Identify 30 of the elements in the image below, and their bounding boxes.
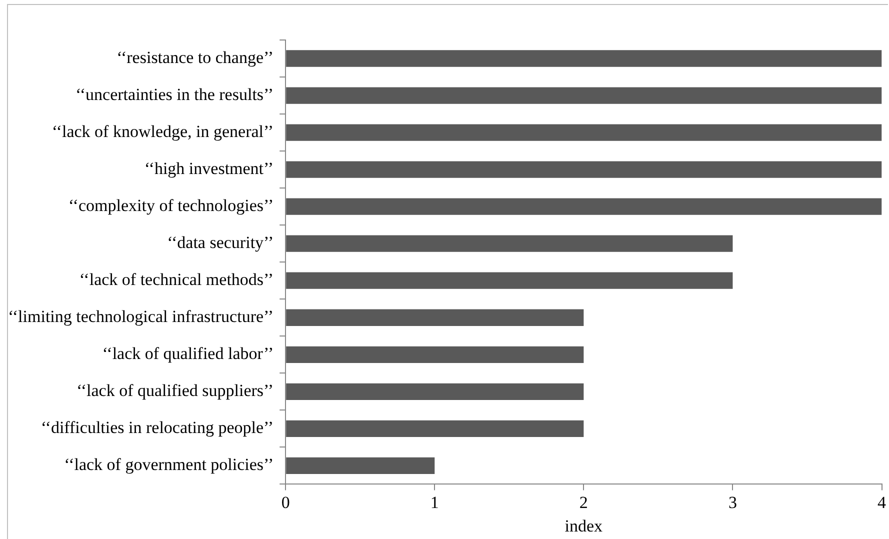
y-tick-label: ‘‘data security’’ bbox=[167, 233, 274, 252]
y-tick-label: ‘‘lack of technical methods’’ bbox=[79, 270, 274, 290]
bar bbox=[286, 272, 733, 289]
bar bbox=[286, 235, 733, 252]
bar bbox=[286, 457, 435, 474]
y-tick-label: ‘‘uncertainties in the results’’ bbox=[75, 84, 274, 104]
bar bbox=[286, 309, 584, 326]
bar bbox=[286, 383, 584, 400]
y-tick-label: ‘‘complexity of technologies’’ bbox=[68, 196, 274, 216]
y-tick-label: ‘‘resistance to change’’ bbox=[116, 48, 274, 67]
y-tick-label: ‘‘high investment’’ bbox=[144, 159, 274, 178]
bar bbox=[286, 420, 584, 438]
x-tick-label: 2 bbox=[579, 492, 588, 512]
y-tick-label: ‘‘lack of qualified labor’’ bbox=[102, 344, 274, 364]
y-tick-label: ‘‘lack of qualified suppliers’’ bbox=[76, 381, 274, 400]
x-tick-label: 4 bbox=[878, 492, 886, 512]
bar bbox=[286, 161, 882, 178]
bar bbox=[286, 87, 882, 104]
bar bbox=[286, 50, 882, 67]
x-tick-label: 3 bbox=[728, 492, 737, 512]
x-tick-label: 1 bbox=[430, 492, 439, 512]
x-axis-title: index bbox=[564, 516, 604, 536]
bar bbox=[286, 346, 584, 363]
y-tick-label: ‘‘lack of government policies’’ bbox=[64, 455, 274, 474]
y-tick-label: ‘‘lack of knowledge, in general’’ bbox=[52, 122, 274, 142]
x-tick-label: 0 bbox=[281, 492, 290, 512]
bar bbox=[286, 198, 882, 215]
y-tick-label: ‘‘difficulties in relocating people’’ bbox=[40, 418, 274, 438]
y-tick-label: ‘‘limiting technological infrastructure’’ bbox=[8, 307, 274, 326]
bar bbox=[286, 124, 882, 141]
